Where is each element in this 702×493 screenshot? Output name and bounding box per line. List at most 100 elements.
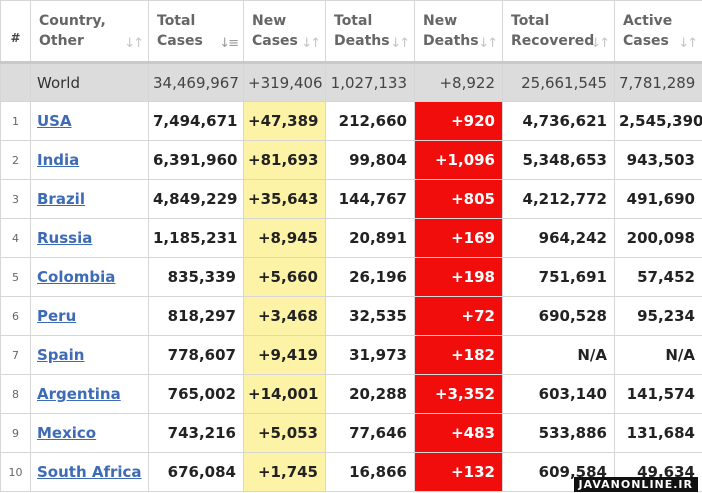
active-cases-cell: 943,503 xyxy=(614,140,702,180)
new-deaths-cell: +72 xyxy=(414,296,503,336)
world-country-cell: World xyxy=(30,62,149,102)
rank-cell: 6 xyxy=(0,296,31,336)
rank-cell: 8 xyxy=(0,374,31,414)
country-link[interactable]: Colombia xyxy=(37,268,116,286)
new-cases-cell: +8,945 xyxy=(243,218,326,258)
total-deaths-cell: 26,196 xyxy=(325,257,415,297)
rank-cell: 2 xyxy=(0,140,31,180)
header-total-deaths[interactable]: Total Deaths ↓↑ xyxy=(325,0,415,64)
total-cases-cell: 1,185,231 xyxy=(148,218,244,258)
world-active-cases-cell: 7,781,289 xyxy=(614,62,702,102)
header-total-deaths-line1: Total xyxy=(334,13,373,29)
new-cases-cell: +3,468 xyxy=(243,296,326,336)
sort-icon: ↓↑ xyxy=(390,36,410,51)
country-link[interactable]: Russia xyxy=(37,229,93,247)
new-cases-cell: +1,745 xyxy=(243,452,326,492)
active-cases-cell: 131,684 xyxy=(614,413,702,453)
table-body: World 34,469,967 +319,406 1,027,133 +8,9… xyxy=(0,62,702,492)
country-cell: USA xyxy=(30,101,149,141)
world-new-deaths-cell: +8,922 xyxy=(414,62,503,102)
world-total-recovered-cell: 25,661,545 xyxy=(502,62,615,102)
active-cases-cell: N/A xyxy=(614,335,702,375)
total-deaths-cell: 31,973 xyxy=(325,335,415,375)
table-row: 10 South Africa 676,084 +1,745 16,866 +132 609… xyxy=(0,452,702,492)
total-deaths-cell: 77,646 xyxy=(325,413,415,453)
active-cases-cell: 2,545,390 xyxy=(614,101,702,141)
table-row: 4 Russia 1,185,231 +8,945 20,891 +169 964,242 2… xyxy=(0,218,702,258)
country-cell: Mexico xyxy=(30,413,149,453)
country-link[interactable]: Brazil xyxy=(37,190,85,208)
total-deaths-cell: 20,288 xyxy=(325,374,415,414)
country-cell: Colombia xyxy=(30,257,149,297)
header-new-deaths-line1: New xyxy=(423,13,458,29)
total-recovered-cell: 5,348,653 xyxy=(502,140,615,180)
table-row: 7 Spain 778,607 +9,419 31,973 +182 N/A N/A xyxy=(0,335,702,375)
header-new-deaths[interactable]: New Deaths ↓↑ xyxy=(414,0,503,64)
total-recovered-cell: 964,242 xyxy=(502,218,615,258)
sort-icon: ↓↑ xyxy=(678,36,698,51)
new-deaths-cell: +169 xyxy=(414,218,503,258)
total-cases-cell: 818,297 xyxy=(148,296,244,336)
total-recovered-cell: 533,886 xyxy=(502,413,615,453)
header-country[interactable]: Country, Other ↓↑ xyxy=(30,0,149,64)
header-total-recovered-line2: Recovered xyxy=(511,33,595,49)
new-cases-cell: +5,660 xyxy=(243,257,326,297)
header-total-cases[interactable]: Total Cases ↓≡ xyxy=(148,0,244,64)
rank-cell: 3 xyxy=(0,179,31,219)
rank-cell: 5 xyxy=(0,257,31,297)
active-cases-cell: 491,690 xyxy=(614,179,702,219)
total-cases-cell: 743,216 xyxy=(148,413,244,453)
world-row: World 34,469,967 +319,406 1,027,133 +8,9… xyxy=(0,62,702,102)
world-total-cases-cell: 34,469,967 xyxy=(148,62,244,102)
watermark-label: JAVANONLINE.IR xyxy=(573,477,698,492)
header-new-cases-line2: Cases xyxy=(252,33,298,49)
new-deaths-cell: +920 xyxy=(414,101,503,141)
country-cell: Peru xyxy=(30,296,149,336)
total-cases-cell: 778,607 xyxy=(148,335,244,375)
total-cases-cell: 765,002 xyxy=(148,374,244,414)
active-cases-cell: 57,452 xyxy=(614,257,702,297)
total-cases-cell: 7,494,671 xyxy=(148,101,244,141)
header-new-cases[interactable]: New Cases ↓↑ xyxy=(243,0,326,64)
country-link[interactable]: Peru xyxy=(37,307,77,325)
new-deaths-cell: +1,096 xyxy=(414,140,503,180)
header-active-cases-line2: Cases xyxy=(623,33,669,49)
header-active-cases[interactable]: Active Cases ↓↑ xyxy=(614,0,702,64)
table-row: 6 Peru 818,297 +3,468 32,535 +72 690,528 95,234 xyxy=(0,296,702,336)
new-deaths-cell: +132 xyxy=(414,452,503,492)
country-link[interactable]: India xyxy=(37,151,80,169)
sort-icon: ↓↑ xyxy=(478,36,498,51)
rank-cell: 9 xyxy=(0,413,31,453)
total-cases-cell: 6,391,960 xyxy=(148,140,244,180)
header-rank[interactable]: # xyxy=(0,0,31,64)
sort-icon: ↓↑ xyxy=(301,36,321,51)
active-cases-cell: 200,098 xyxy=(614,218,702,258)
total-cases-cell: 4,849,229 xyxy=(148,179,244,219)
header-total-recovered[interactable]: Total Recovered ↓↑ xyxy=(502,0,615,64)
country-cell: Spain xyxy=(30,335,149,375)
total-cases-cell: 835,339 xyxy=(148,257,244,297)
new-cases-cell: +81,693 xyxy=(243,140,326,180)
country-link[interactable]: South Africa xyxy=(37,463,142,481)
header-active-cases-line1: Active xyxy=(623,13,673,29)
sort-icon: ↓↑ xyxy=(124,36,144,51)
total-deaths-cell: 212,660 xyxy=(325,101,415,141)
total-deaths-cell: 32,535 xyxy=(325,296,415,336)
country-link[interactable]: Argentina xyxy=(37,385,121,403)
country-link[interactable]: Mexico xyxy=(37,424,97,442)
table-row: 5 Colombia 835,339 +5,660 26,196 +198 751,691 5… xyxy=(0,257,702,297)
total-deaths-cell: 99,804 xyxy=(325,140,415,180)
total-recovered-cell: 690,528 xyxy=(502,296,615,336)
country-link[interactable]: USA xyxy=(37,112,72,130)
new-deaths-cell: +198 xyxy=(414,257,503,297)
total-deaths-cell: 20,891 xyxy=(325,218,415,258)
header-total-deaths-line2: Deaths xyxy=(334,33,390,49)
country-link[interactable]: Spain xyxy=(37,346,85,364)
new-cases-cell: +5,053 xyxy=(243,413,326,453)
header-rank-label: # xyxy=(10,31,21,45)
new-cases-cell: +47,389 xyxy=(243,101,326,141)
total-cases-cell: 676,084 xyxy=(148,452,244,492)
rank-cell: 4 xyxy=(0,218,31,258)
header-new-deaths-line2: Deaths xyxy=(423,33,479,49)
